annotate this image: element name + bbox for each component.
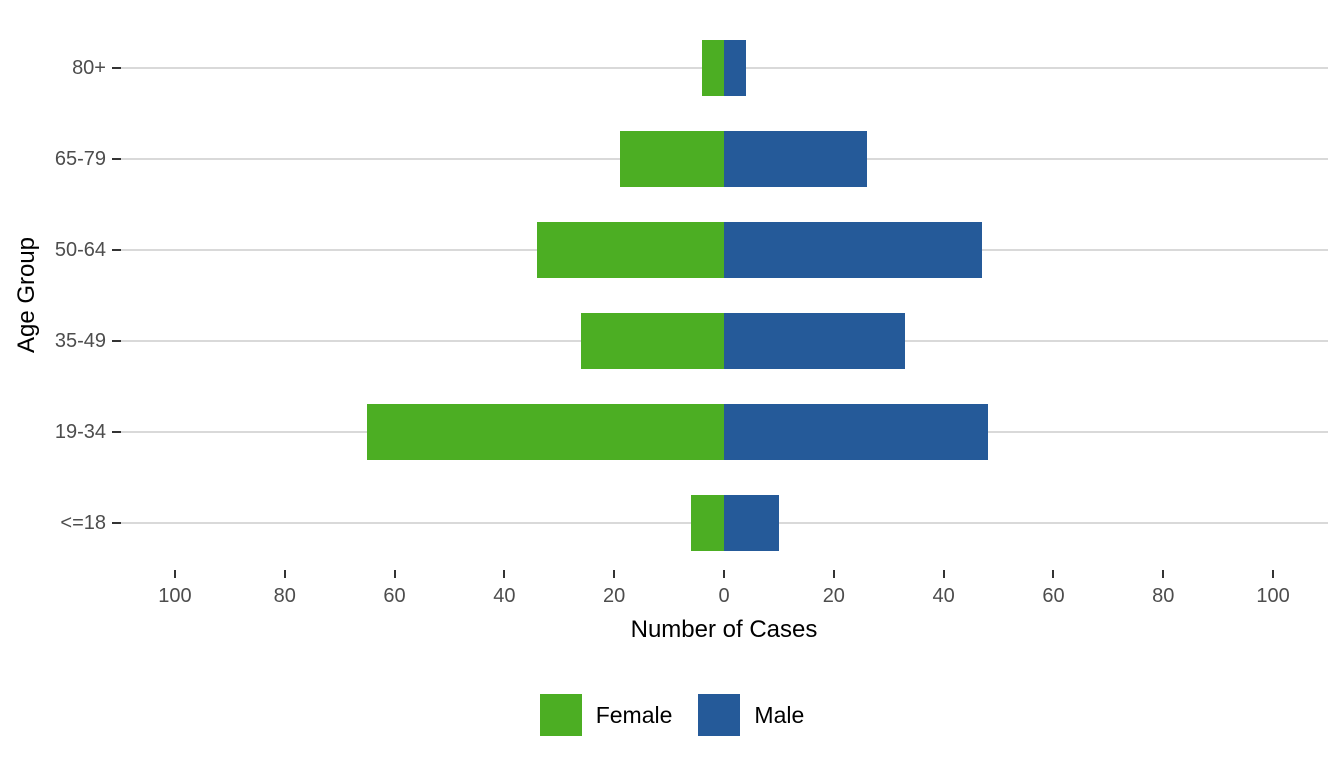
y-tick-label: <=18 [60,511,106,534]
x-tick-label: 60 [383,585,406,607]
bar-male [724,221,983,278]
x-tick-label: 80 [273,585,296,607]
legend-label: Female [595,702,673,728]
legend-entry-male: Male [698,694,804,736]
y-tick-label: 35-49 [54,329,106,352]
bar-female [537,221,724,278]
y-tick-mark [112,248,121,251]
x-tick-mark [723,570,725,578]
y-tick-label: 65-79 [54,147,106,170]
bar-female [581,312,724,369]
x-tick-label: 40 [493,585,516,607]
y-tick-label: 80+ [72,56,106,79]
bar-male [724,403,988,460]
legend: Female Male [0,694,1344,736]
y-tick-mark [112,157,121,160]
x-tick-label: 0 [718,585,730,607]
x-tick-mark [1272,570,1275,578]
bar-female [619,130,724,187]
y-tick-label: 50-64 [54,238,106,261]
x-tick-label: 60 [1042,585,1065,607]
x-tick-mark [613,570,616,578]
x-tick-mark [832,570,835,578]
legend-entry-female: Female [539,694,673,736]
legend-swatch-female [539,694,582,736]
x-tick-mark [503,570,506,578]
x-tick-mark [283,570,286,578]
x-tick-mark [1162,570,1165,578]
plot-panel [120,22,1328,568]
y-tick-mark [112,521,121,524]
legend-swatch-male [698,694,741,736]
y-tick-label: 19-34 [54,420,106,443]
y-tick-mark [112,339,121,342]
x-tick-mark [173,570,176,578]
bar-male [724,494,779,551]
bar-female [367,403,724,460]
x-tick-label: 20 [822,585,845,607]
x-tick-label: 100 [158,585,192,607]
x-tick-mark [1052,570,1055,578]
bar-female [691,494,724,551]
x-axis-title: Number of Cases [630,616,818,643]
bar-male [724,39,746,96]
x-tick-label: 20 [603,585,626,607]
legend-label: Male [754,702,805,728]
x-tick-label: 80 [1152,585,1175,607]
bar-female [702,39,724,96]
bar-male [724,312,906,369]
x-tick-label: 40 [932,585,955,607]
bar-male [724,130,867,187]
x-tick-mark [942,570,945,578]
x-tick-label: 100 [1256,585,1290,607]
y-tick-mark [112,66,121,69]
y-tick-mark [112,430,121,433]
x-tick-mark [393,570,396,578]
